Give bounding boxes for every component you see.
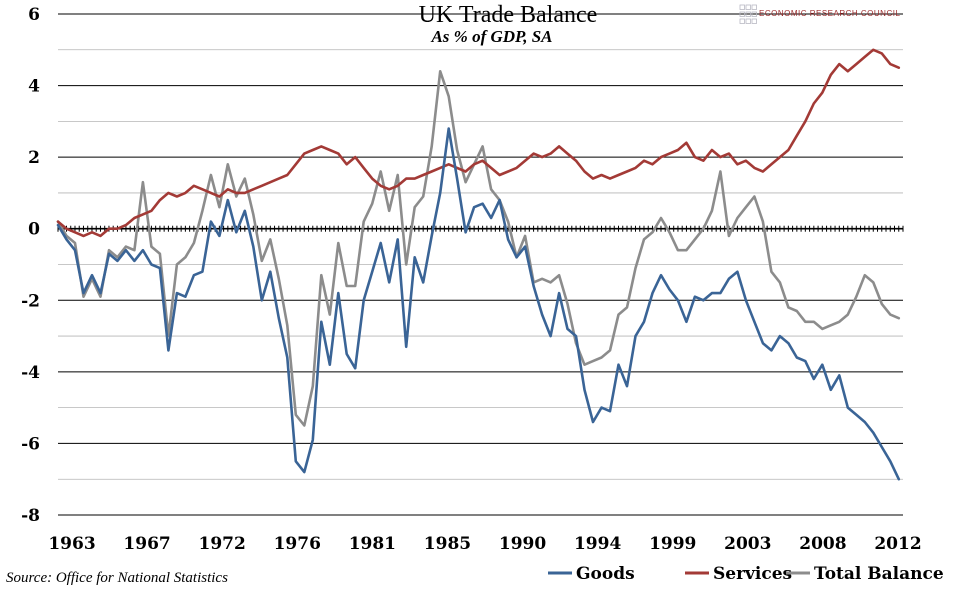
x-tick-label: 1972	[199, 534, 246, 554]
series-line-services	[56, 48, 901, 238]
legend-label: Services	[713, 564, 792, 584]
y-tick-label: 6	[28, 5, 40, 25]
series-line-total-balance	[56, 70, 901, 427]
y-tick-label: -8	[21, 506, 40, 526]
logo-square	[739, 4, 745, 10]
y-axis-tick-labels: 6 4 2 0 -2 -4 -6 -8	[21, 5, 40, 526]
logo-square	[751, 18, 757, 24]
x-tick-label: 1994	[574, 534, 621, 554]
logo: ECONOMIC RESEARCH COUNCIL	[739, 4, 900, 24]
series-line-goods	[56, 127, 901, 481]
x-tick-label: 1976	[274, 534, 321, 554]
x-tick-label: 2003	[724, 534, 771, 554]
y-tick-label: 0	[28, 220, 40, 240]
x-tick-label: 2008	[799, 534, 846, 554]
x-tick-label: 1967	[123, 534, 170, 554]
x-tick-label: 2012	[874, 534, 921, 554]
legend: Goods Services Total Balance	[548, 564, 944, 584]
legend-label: Total Balance	[814, 564, 944, 584]
logo-text: ECONOMIC RESEARCH COUNCIL	[759, 9, 900, 18]
y-tick-label: -6	[21, 434, 40, 454]
source-note: Source: Office for National Statistics	[6, 570, 228, 586]
logo-square	[745, 18, 751, 24]
y-tick-label: -4	[21, 363, 40, 383]
x-axis-tick-labels: 1963 1967 1972 1976 1981 1985 1990 1994 1999 2003…	[48, 534, 921, 554]
legend-label: Goods	[576, 564, 635, 584]
logo-grid-icon	[739, 4, 757, 24]
chart-subtitle: As % of GDP, SA	[430, 27, 552, 46]
gridlines	[58, 13, 903, 516]
logo-square	[739, 18, 745, 24]
y-tick-label: 2	[28, 148, 40, 168]
zero-axis	[57, 225, 904, 232]
x-tick-label: 1963	[48, 534, 95, 554]
logo-square	[745, 11, 751, 17]
logo-square	[751, 11, 757, 17]
series-lines	[56, 48, 901, 481]
logo-square	[751, 4, 757, 10]
x-tick-label: 1999	[649, 534, 696, 554]
logo-square	[745, 4, 751, 10]
y-tick-label: -2	[21, 291, 40, 311]
logo-square	[739, 11, 745, 17]
x-tick-label: 1990	[499, 534, 546, 554]
x-tick-label: 1985	[424, 534, 471, 554]
y-tick-label: 4	[28, 77, 40, 97]
x-tick-label: 1981	[349, 534, 396, 554]
chart-title: UK Trade Balance	[419, 2, 598, 28]
